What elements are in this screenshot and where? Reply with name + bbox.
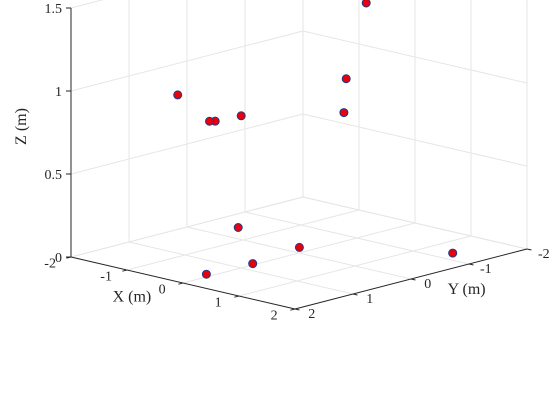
y-tick-mark [526, 248, 532, 251]
y-tick-mark [352, 293, 358, 296]
left-wall-gridline [70, 30, 304, 92]
y-tick-label: -1 [480, 262, 492, 277]
data-point [448, 248, 458, 258]
floor-gridline [244, 211, 470, 265]
x-tick-mark [178, 282, 184, 285]
z-tick-label: 1.5 [45, 2, 63, 17]
data-point [233, 223, 243, 232]
x-tick-mark [122, 269, 128, 272]
data-point-layer [173, 0, 458, 279]
floor-gridline [128, 241, 354, 295]
y-tick-label: -2 [538, 247, 550, 262]
data-point [341, 74, 351, 84]
y-axis-label: Y (m) [448, 281, 486, 298]
y-tick-label: 1 [366, 292, 373, 307]
x-tick-mark [234, 295, 240, 298]
z-axis-label: Z (m) [13, 108, 30, 145]
x-tick-label: 2 [271, 308, 278, 323]
y-tick-label: 0 [424, 277, 431, 292]
grid-layer [70, 0, 528, 310]
data-point [339, 108, 349, 118]
x-tick-label: -1 [100, 269, 112, 284]
y-tick-mark [468, 263, 474, 266]
left-wall-gridline [70, 113, 304, 175]
back-wall-gridline [302, 113, 528, 167]
back-wall-gridline [302, 30, 528, 84]
back-wall-gridline [302, 196, 528, 250]
x-axis-label: X (m) [113, 288, 152, 305]
data-point [294, 242, 304, 252]
data-point [205, 116, 214, 126]
data-point [236, 111, 246, 121]
data-point [173, 90, 183, 100]
y-tick-label: 2 [308, 307, 315, 322]
data-point [361, 0, 371, 8]
x-tick-label: 0 [159, 282, 166, 297]
x-tick-mark [290, 308, 296, 311]
floor-gridline [186, 226, 412, 280]
z-tick-label: 0.5 [45, 168, 63, 183]
tick-label-layer: -2 -1 0 1 2 -2 -1 0 1 2 0 0.5 1 1.5 [44, 2, 549, 323]
y-tick-mark [294, 308, 300, 311]
data-point [248, 259, 258, 269]
data-point [201, 269, 211, 279]
z-tick-label: 1 [55, 85, 62, 100]
x-tick-label: 1 [215, 295, 222, 310]
y-tick-mark [410, 278, 416, 281]
x-tick-label: -2 [44, 256, 56, 271]
left-wall-gridline [70, 196, 304, 258]
z-tick-label: 0 [55, 251, 62, 266]
axis-layer [66, 7, 532, 311]
